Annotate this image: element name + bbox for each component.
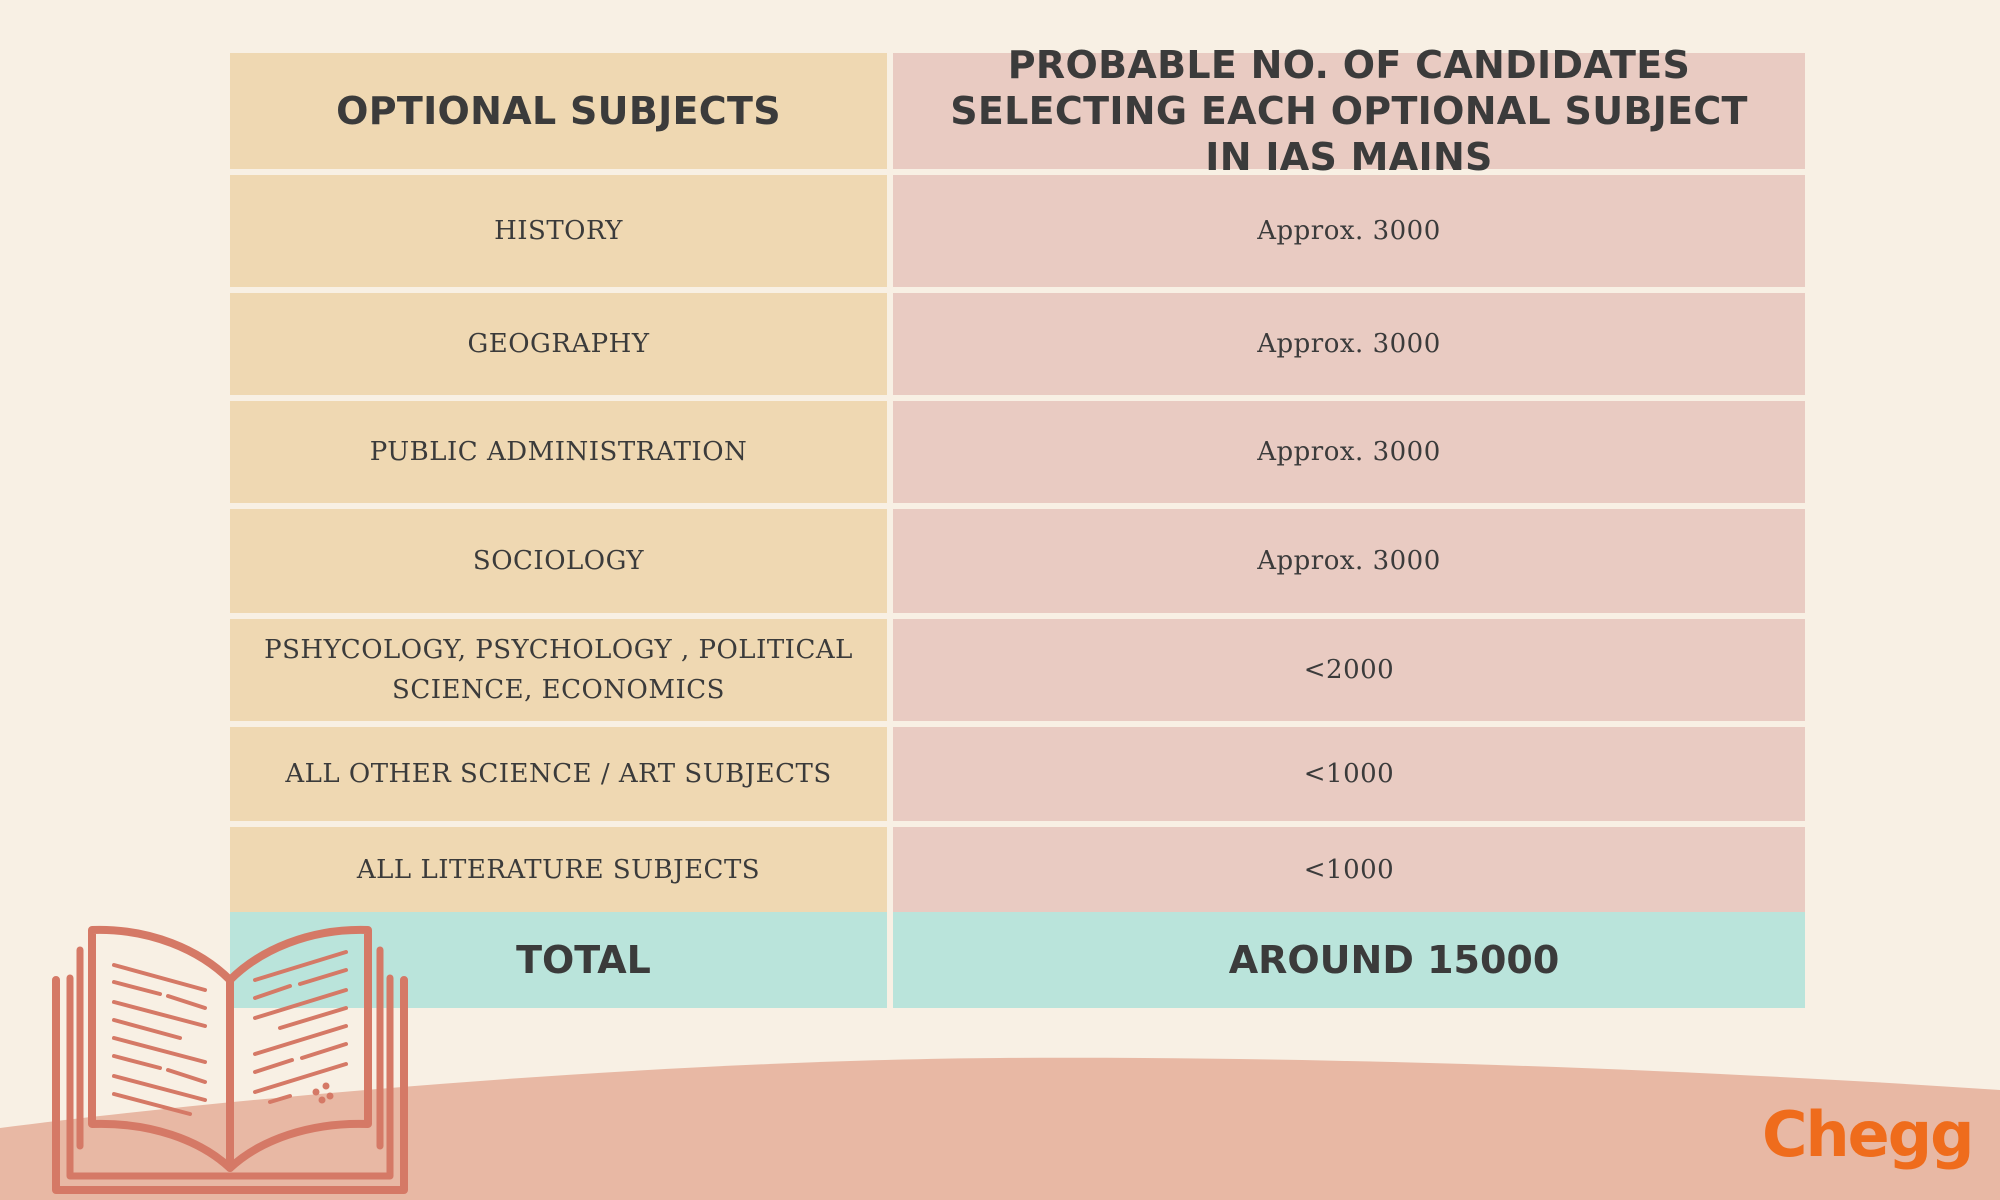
subjects-table: OPTIONAL SUBJECTS PROBABLE NO. OF CANDID…	[230, 43, 1805, 1008]
chegg-logo[interactable]: Chegg	[1762, 1098, 1974, 1171]
count-cell: <1000	[893, 727, 1805, 821]
table-row: PUBLIC ADMINISTRATION Approx. 3000	[230, 401, 1805, 503]
count-cell: Approx. 3000	[893, 293, 1805, 395]
table-row: ALL LITERATURE SUBJECTS <1000	[230, 827, 1805, 912]
table-row: PSHYCOLOGY, PSYCHOLOGY , POLITICAL SCIEN…	[230, 619, 1805, 721]
table-row: SOCIOLOGY Approx. 3000	[230, 509, 1805, 613]
table-row: HISTORY Approx. 3000	[230, 175, 1805, 287]
header-optional-subjects: OPTIONAL SUBJECTS	[230, 53, 887, 169]
count-cell: Approx. 3000	[893, 401, 1805, 503]
count-cell: Approx. 3000	[893, 509, 1805, 613]
subject-cell: ALL OTHER SCIENCE / ART SUBJECTS	[230, 727, 887, 821]
count-cell: <2000	[893, 619, 1805, 721]
table-row: GEOGRAPHY Approx. 3000	[230, 293, 1805, 395]
subject-cell: ALL LITERATURE SUBJECTS	[230, 827, 887, 912]
count-cell: <1000	[893, 827, 1805, 912]
table-row: ALL OTHER SCIENCE / ART SUBJECTS <1000	[230, 727, 1805, 821]
subject-cell: PUBLIC ADMINISTRATION	[230, 401, 887, 503]
subject-cell: SOCIOLOGY	[230, 509, 887, 613]
total-value: AROUND 15000	[893, 912, 1805, 1008]
subject-cell: HISTORY	[230, 175, 887, 287]
count-cell: Approx. 3000	[893, 175, 1805, 287]
header-candidates: PROBABLE NO. OF CANDIDATES SELECTING EAC…	[893, 43, 1805, 179]
subject-cell: GEOGRAPHY	[230, 293, 887, 395]
subject-cell: PSHYCOLOGY, PSYCHOLOGY , POLITICAL SCIEN…	[230, 619, 887, 721]
table-header-row: OPTIONAL SUBJECTS PROBABLE NO. OF CANDID…	[230, 43, 1805, 179]
table-total-row: TOTAL AROUND 15000	[230, 912, 1805, 1008]
open-book-icon	[52, 925, 408, 1194]
